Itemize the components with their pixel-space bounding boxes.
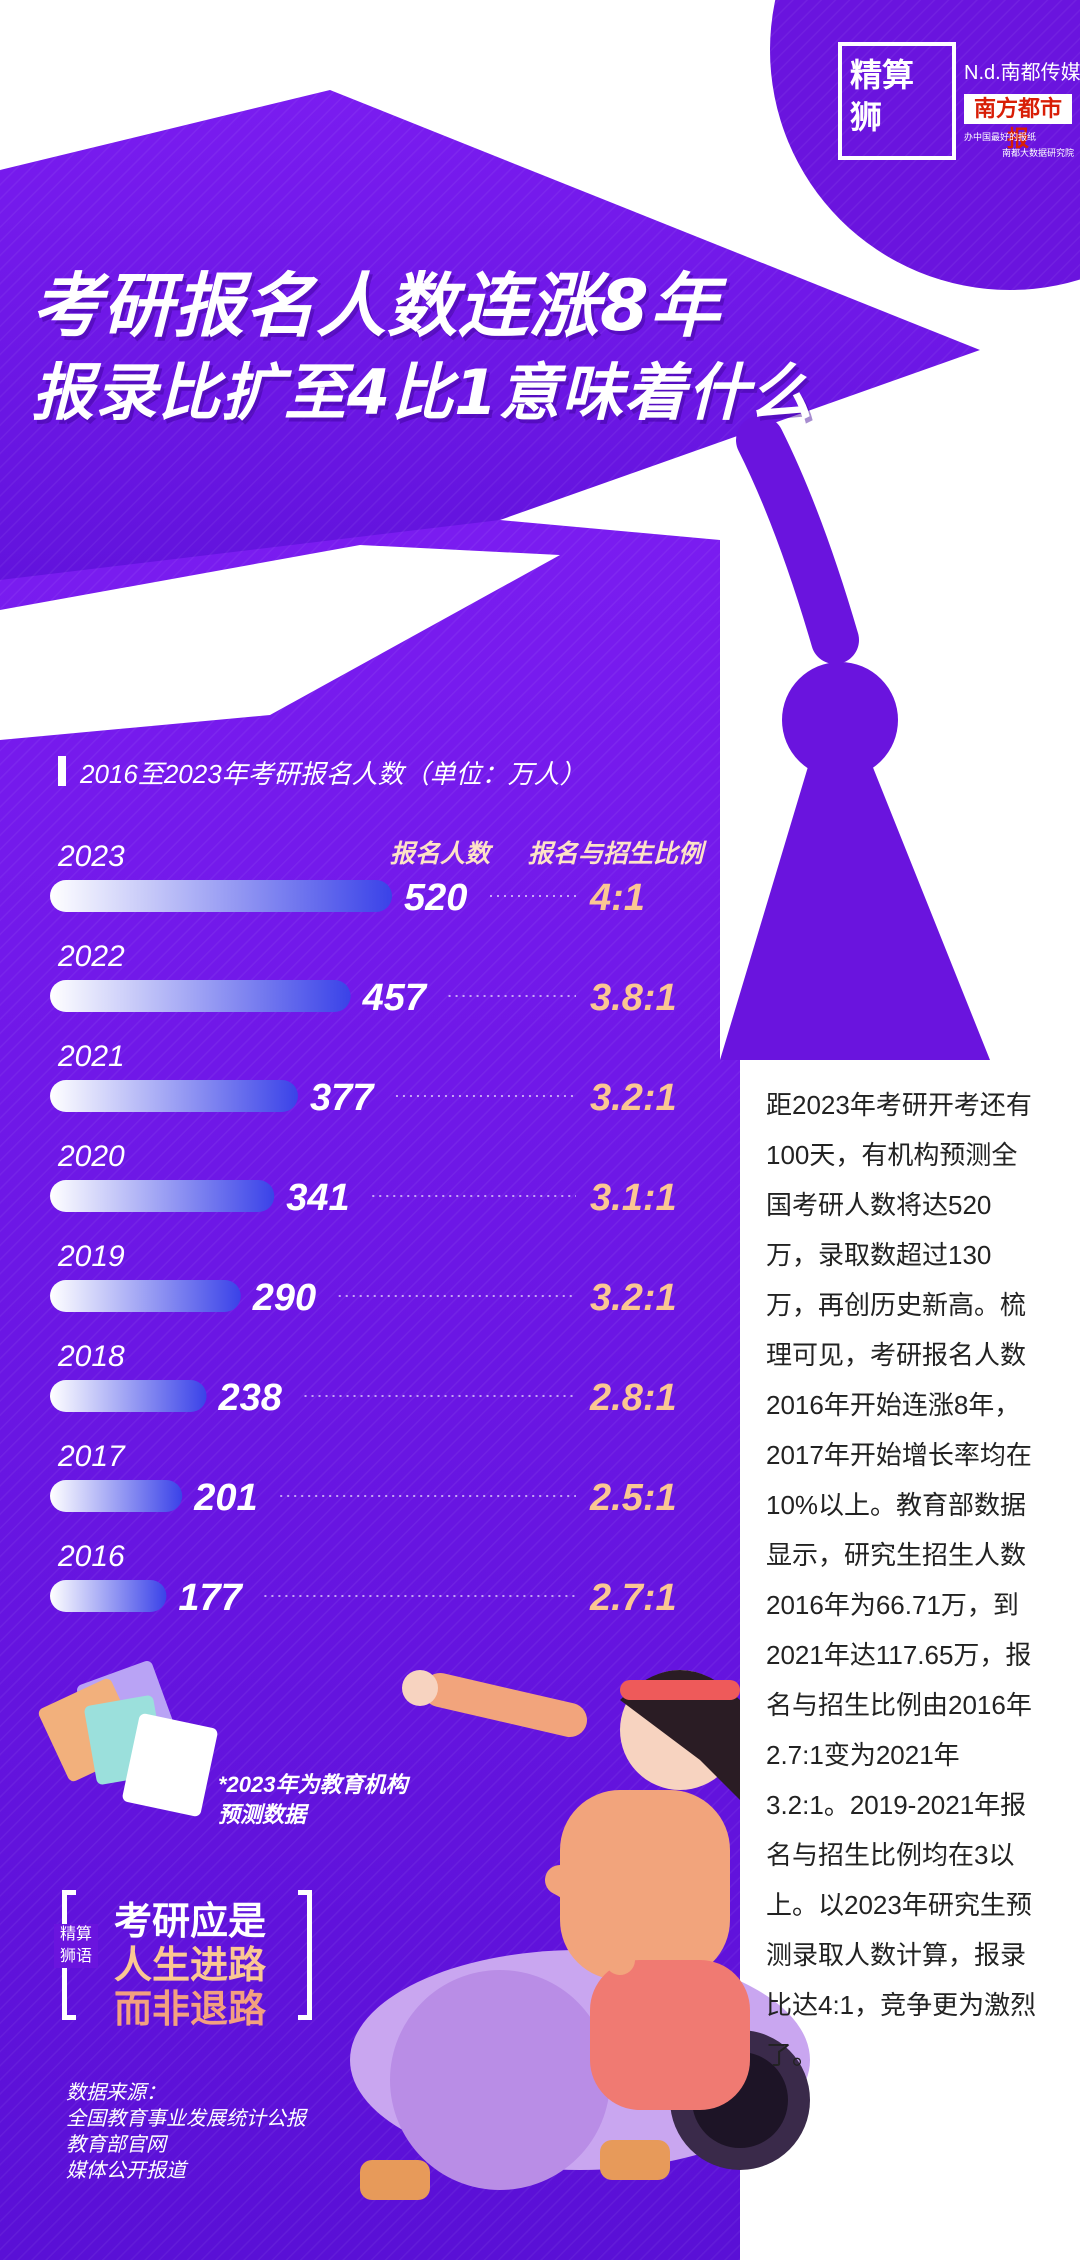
year-label: 2017 xyxy=(57,1440,126,1473)
quote-bracket-right xyxy=(298,1890,312,2020)
bar-2017 xyxy=(50,1480,183,1512)
ratio-label: 3.8:1 xyxy=(590,977,677,1019)
bar-2016 xyxy=(50,1580,167,1612)
tassel-cord xyxy=(736,416,859,664)
article-text: 距2023年考研开考还有100天，有机构预测全国考研人数将达520万，录取数超过… xyxy=(766,1090,1037,2070)
quote-line-1: 考研应是 xyxy=(114,1898,267,1943)
institute-name: 南都大数据研究院 xyxy=(1002,148,1075,158)
year-label: 2020 xyxy=(57,1140,125,1173)
tassel-knot xyxy=(782,662,898,778)
quote-tag: 精算狮语 xyxy=(54,1924,98,1968)
source-item: 媒体公开报道 xyxy=(66,2160,186,2182)
value-label: 238 xyxy=(218,1377,283,1419)
value-label: 377 xyxy=(310,1077,375,1119)
year-label: 2019 xyxy=(57,1240,125,1273)
value-label: 177 xyxy=(178,1577,243,1619)
bar-2018 xyxy=(50,1380,207,1412)
year-label: 2022 xyxy=(57,940,125,973)
newspaper-slogan: 办中国最好的报纸 xyxy=(964,132,1037,142)
newspaper-logo: 南方都市报 xyxy=(964,94,1072,152)
bar-2021 xyxy=(50,1080,298,1112)
value-label: 290 xyxy=(252,1277,316,1319)
year-label: 2021 xyxy=(57,1040,125,1073)
value-label: 520 xyxy=(404,877,467,919)
source-item: 教育部官网 xyxy=(66,2134,166,2156)
sources-label: 数据来源： xyxy=(66,2082,166,2104)
bar-2020 xyxy=(50,1180,275,1212)
ratio-label: 2.8:1 xyxy=(589,1377,677,1419)
ratio-label: 3.2:1 xyxy=(590,1277,677,1319)
value-label: 201 xyxy=(193,1477,257,1519)
bar-2019 xyxy=(50,1280,241,1312)
chart-title-marker xyxy=(58,756,66,786)
quote-line-2: 人生进路 xyxy=(114,1942,267,1987)
quote-block: 精算狮语 考研应是 人生进路 而非退路 xyxy=(54,1890,312,2031)
year-label: 2018 xyxy=(57,1340,125,1373)
bar-2022 xyxy=(50,980,351,1012)
chart-title: 2016至2023年考研报名人数（单位：万人） xyxy=(80,759,586,789)
year-label: 2023 xyxy=(57,840,125,873)
value-label: 341 xyxy=(286,1177,349,1219)
forecast-note: *2023年为教育机构 预测数据 xyxy=(218,1772,408,1827)
jingsuanshi-logo: 精算狮 xyxy=(838,42,956,160)
year-label: 2016 xyxy=(57,1540,125,1573)
column-header-ratio: 报名与招生比例 xyxy=(528,840,704,868)
girl-rocket-illustration xyxy=(350,1670,810,2200)
ratio-label: 3.1:1 xyxy=(590,1177,677,1219)
data-sources: 数据来源： 全国教育事业发展统计公报 教育部官网 媒体公开报道 xyxy=(66,2080,306,2184)
ratio-label: 4:1 xyxy=(589,877,645,919)
bar-2023 xyxy=(50,880,392,912)
source-item: 全国教育事业发展统计公报 xyxy=(66,2108,306,2130)
ratio-label: 3.2:1 xyxy=(590,1077,677,1119)
tassel-fringe xyxy=(720,760,990,1060)
quote-line-3: 而非退路 xyxy=(114,1986,267,2031)
books-illustration xyxy=(38,1661,218,1817)
nandu-media-brand: N.d.南都传媒 xyxy=(964,62,1080,84)
ratio-label: 2.5:1 xyxy=(589,1477,677,1519)
ratio-label: 2.7:1 xyxy=(589,1577,677,1619)
value-label: 457 xyxy=(362,977,428,1019)
headline-line-1: 考研报名人数连涨8年 xyxy=(32,265,721,347)
column-header-count: 报名人数 xyxy=(390,840,491,868)
headline-line-2: 报录比扩至4比1意味着什么 xyxy=(32,356,814,429)
cap-brim-gap xyxy=(0,545,560,740)
